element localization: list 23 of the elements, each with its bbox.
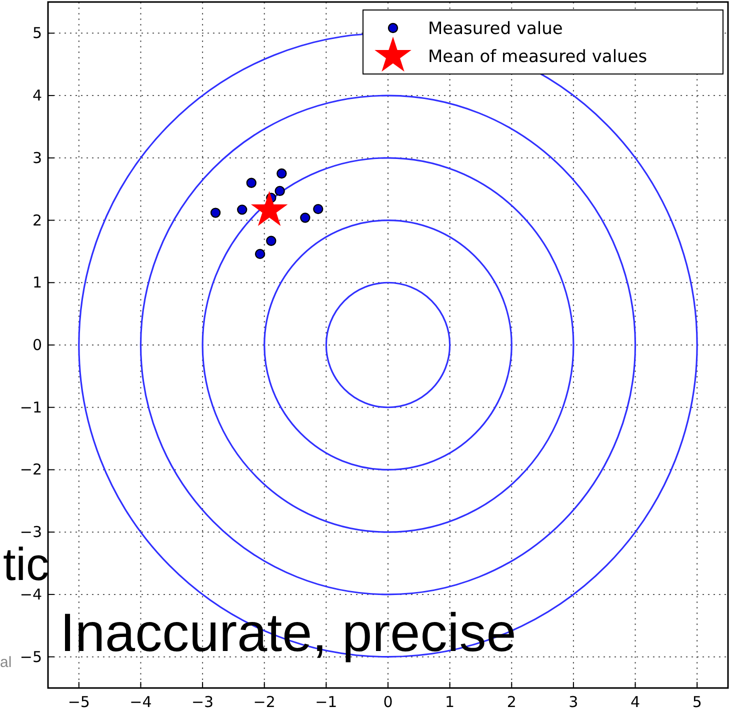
x-tick-label: −2: [253, 693, 276, 711]
y-tick-label: −5: [20, 648, 42, 666]
y-tick-label: −1: [20, 398, 42, 416]
text: al: [0, 654, 12, 671]
x-tick-label: −5: [68, 693, 90, 711]
x-tick-label: 4: [630, 693, 640, 711]
y-tick-label: 0: [32, 336, 42, 354]
y-tick-label: −2: [20, 460, 42, 479]
x-tick-label: 2: [506, 693, 516, 711]
x-tick-label: −4: [130, 693, 152, 711]
x-tick-label: −3: [191, 693, 214, 711]
legend-label: Mean of measured values: [428, 47, 648, 67]
y-tick-label: 2: [32, 211, 42, 230]
x-tick-label: 5: [692, 693, 702, 711]
legend-label: Measured value: [428, 19, 563, 39]
x-tick-label: −1: [315, 693, 338, 711]
y-tick-label: 3: [32, 148, 42, 167]
x-tick-label: 1: [445, 693, 455, 711]
y-tick-label: 1: [32, 274, 42, 292]
x-tick-label: 3: [568, 693, 578, 711]
y-tick-label: 4: [32, 86, 42, 105]
y-tick-label: 5: [32, 24, 42, 42]
x-tick-label: 0: [383, 693, 393, 711]
